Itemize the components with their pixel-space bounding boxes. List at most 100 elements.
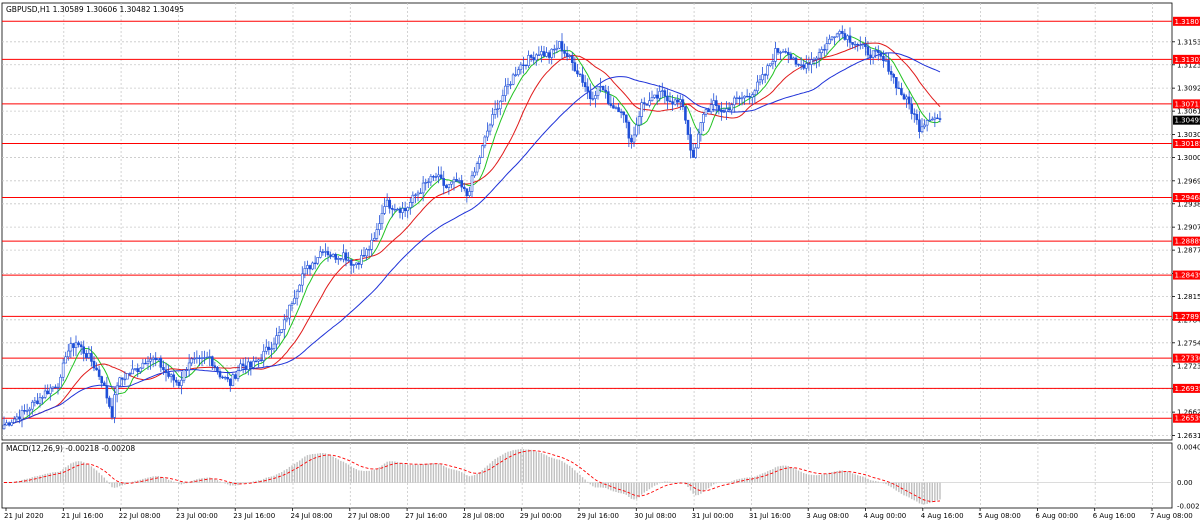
candle-body [556,48,558,49]
candle-body [697,134,699,148]
candle-body [132,369,134,374]
time-tick-label: 23 Jul 00:00 [176,512,218,520]
price-tick-label: 1.26310 [1177,432,1200,440]
candle-body [319,252,321,258]
candle-body [489,125,491,131]
candle-body [396,209,398,210]
candle-body [751,95,753,97]
candle-body [713,101,715,105]
candle-body [682,100,684,107]
price-tick-label: 1.28770 [1177,247,1200,255]
candle-body [774,48,776,61]
price-tick-label: 1.30920 [1177,85,1200,93]
candle-body [918,120,920,132]
candle-body [312,263,314,269]
candle-body [21,410,23,419]
candle-body [432,176,434,177]
candle-body [638,117,640,125]
candle-body [196,358,198,359]
candle-body [363,255,365,256]
candle-body [458,181,460,182]
candle-body [188,363,190,370]
candle-body [216,367,218,371]
level-tags: 1.318071.313021.307111.301851.294681.288… [1173,17,1200,423]
candle-body [121,378,123,379]
candle-body [340,258,342,259]
candle-body [558,41,560,48]
candle-body [728,109,730,110]
candle-body [551,49,553,57]
candle-body [828,39,830,43]
candle-body [247,362,249,370]
candle-body [414,195,416,196]
candle-body [587,87,589,92]
candle-body [309,265,311,268]
candle-body [186,370,188,371]
candle-body [201,358,203,359]
candle-body [78,343,80,345]
candle-body [605,90,607,92]
time-tick-label: 31 Jul 16:00 [749,512,791,520]
candle-body [373,238,375,240]
candle-body [936,118,938,119]
candle-body [456,179,458,181]
candle-body [422,183,424,193]
candle-body [839,31,841,34]
candle-body [34,401,36,402]
candle-body [502,96,504,102]
candle-body [304,268,306,273]
candle-body [270,349,272,350]
candle-body [8,423,10,425]
candle-body [139,368,141,372]
candle-body [864,44,866,47]
time-tick-label: 31 Jul 00:00 [692,512,734,520]
candle-body [466,189,468,196]
candle-body [183,370,185,380]
candle-body [234,375,236,379]
candle-body [3,425,5,429]
candle-body [358,263,360,264]
candle-body [335,254,337,259]
candle-body [916,114,918,119]
candle-body [18,417,20,419]
candle-body [867,47,869,55]
candle-body [795,58,797,64]
candle-body [134,369,136,370]
candle-body [648,101,650,106]
candle-body [211,357,213,366]
candle-body [762,75,764,80]
candle-body [42,397,44,398]
candle-body [453,179,455,182]
candle-body [404,208,406,210]
candle-body [816,58,818,59]
candle-body [528,55,530,65]
candle-body [278,332,280,335]
candle-body [391,208,393,209]
candle-body [746,96,748,97]
candle-body [792,58,794,59]
candle-body [548,53,550,58]
candle-body [229,379,231,386]
candle-body [353,265,355,266]
candle-body [726,109,728,112]
candle-body [641,103,643,117]
candle-body [875,50,877,51]
price-level-tag-label: 1.28889 [1175,238,1200,246]
candle-body [679,100,681,102]
candle-body [471,176,473,192]
candle-body [427,182,429,183]
macd-tick-label: 0.00 [1177,479,1193,487]
candle-body [355,263,357,265]
candle-body [913,114,915,115]
candle-body [90,353,92,361]
price-tick-label: 1.29690 [1177,177,1200,185]
candle-body [206,357,208,358]
candle-body [607,92,609,104]
candle-body [160,358,162,367]
candle-body [101,377,103,383]
candle-body [124,379,126,380]
candle-body [31,402,33,409]
